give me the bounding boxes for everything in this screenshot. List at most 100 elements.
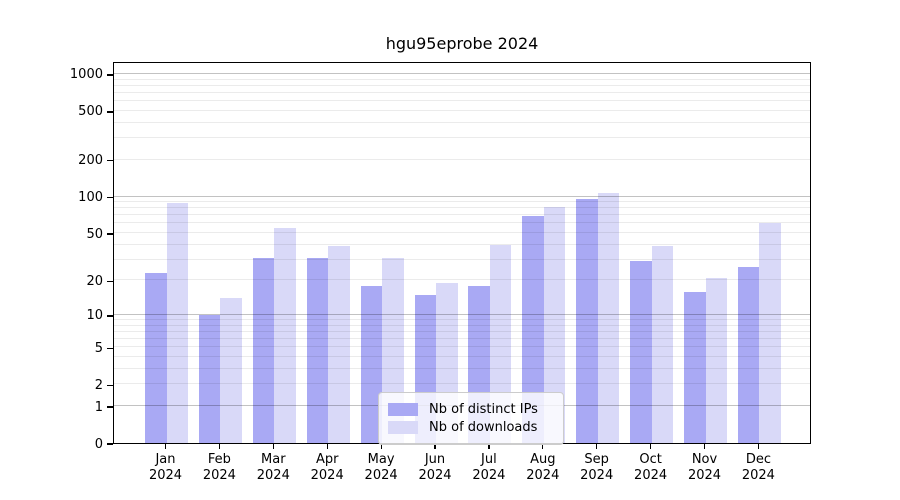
bar-downloads-oct [651, 245, 674, 443]
x-tick-label-jul: Jul 2024 [472, 452, 506, 483]
x-tick-dec [757, 444, 760, 449]
bar-ips-may [360, 285, 383, 443]
bar-ips-jan [145, 273, 167, 443]
minor-gridline-50 [114, 232, 810, 233]
y-tick-label-0: 0 [94, 436, 103, 452]
y-tick-label-10: 10 [86, 308, 103, 324]
legend-item-downloads: Nb of downloads [388, 420, 554, 435]
y-tick-200 [107, 160, 113, 162]
plot-area: Nb of distinct IPs Nb of downloads [113, 62, 811, 445]
bar-downloads-sep [597, 192, 620, 443]
bar-ips-oct [630, 261, 652, 443]
y-tick-label-1000: 1000 [69, 67, 103, 83]
x-tick-label-feb: Feb 2024 [202, 452, 236, 483]
minor-gridline-70 [114, 214, 810, 216]
legend-swatch-distinct-ips [388, 403, 418, 416]
bar-downloads-jan [166, 203, 188, 443]
minor-gridline-8 [114, 324, 810, 326]
y-tick-100 [107, 196, 113, 199]
bar-ips-sep [576, 199, 598, 443]
legend-label-downloads: Nb of downloads [429, 420, 538, 435]
y-tick-label-1: 1 [94, 399, 103, 415]
bar-downloads-feb [220, 298, 242, 443]
y-tick-5 [107, 347, 113, 349]
y-tick-500 [107, 111, 113, 113]
minor-gridline-60 [114, 222, 810, 224]
y-tick-label-100: 100 [78, 190, 103, 205]
bar-downloads-nov [705, 277, 727, 443]
x-tick-oct [649, 444, 652, 449]
major-gridline-1000 [114, 72, 810, 74]
gridlines-layer [114, 63, 810, 443]
legend-swatch-downloads [388, 421, 418, 434]
minor-gridline-90 [114, 201, 810, 202]
minor-gridline-20 [114, 279, 810, 281]
x-tick-label-may: May 2024 [364, 452, 398, 483]
minor-gridline-4 [114, 356, 810, 357]
x-tick-feb [218, 444, 221, 449]
major-gridline-10 [114, 313, 810, 315]
minor-gridline-40 [114, 243, 810, 245]
bar-downloads-aug [543, 207, 566, 443]
minor-gridline-800 [114, 84, 810, 86]
x-tick-aug [542, 444, 544, 449]
bar-downloads-dec [759, 223, 781, 443]
y-tick-label-500: 500 [78, 104, 103, 120]
x-tick-label-jan: Jan 2024 [148, 452, 183, 483]
minor-gridline-300 [114, 137, 810, 139]
y-tick-20 [107, 280, 113, 283]
y-tick-1000 [107, 74, 113, 76]
minor-gridline-400 [114, 121, 810, 123]
bar-ips-apr [306, 257, 329, 443]
x-tick-apr [326, 444, 328, 449]
x-tick-label-nov: Nov 2024 [687, 452, 722, 483]
x-tick-label-dec: Dec 2024 [741, 452, 775, 483]
y-tick-0 [107, 443, 113, 445]
minor-gridline-600 [114, 100, 810, 102]
y-tick-label-20: 20 [86, 273, 103, 289]
minor-gridline-3 [114, 367, 810, 369]
x-tick-label-mar: Mar 2024 [256, 452, 290, 483]
x-tick-label-jun: Jun 2024 [418, 452, 452, 483]
x-tick-may [380, 444, 382, 449]
minor-gridline-9 [114, 319, 810, 320]
x-tick-jul [488, 444, 490, 449]
y-tick-label-5: 5 [94, 340, 103, 356]
minor-gridline-7 [114, 330, 810, 332]
bar-ips-mar [252, 257, 275, 443]
minor-gridline-5 [114, 346, 810, 348]
minor-gridline-6 [114, 338, 810, 340]
x-tick-label-oct: Oct 2024 [634, 452, 668, 483]
legend-label-distinct-ips: Nb of distinct IPs [429, 402, 538, 417]
y-tick-1 [107, 406, 113, 408]
x-tick-label-sep: Sep 2024 [580, 452, 614, 483]
bar-ips-feb [198, 314, 221, 443]
x-tick-jun [434, 444, 436, 449]
x-tick-jan [164, 444, 167, 449]
x-tick-label-aug: Aug 2024 [526, 452, 560, 483]
minor-gridline-700 [114, 92, 810, 93]
x-tick-nov [703, 444, 706, 449]
minor-gridline-30 [114, 258, 810, 260]
bar-ips-aug [522, 216, 544, 443]
minor-gridline-200 [114, 158, 810, 160]
bar-ips-dec [737, 266, 760, 443]
legend: Nb of distinct IPs Nb of downloads [378, 392, 564, 445]
legend-item-distinct-ips: Nb of distinct IPs [388, 402, 554, 417]
y-tick-label-200: 200 [78, 153, 103, 169]
y-tick-label-50: 50 [86, 226, 103, 242]
y-tick-50 [107, 233, 113, 235]
y-tick-10 [107, 315, 113, 317]
minor-gridline-2 [114, 383, 810, 385]
minor-gridline-80 [114, 207, 810, 209]
y-tick-label-2: 2 [94, 377, 103, 393]
x-tick-label-apr: Apr 2024 [310, 452, 344, 483]
x-tick-mar [272, 444, 274, 449]
bar-downloads-apr [328, 245, 350, 443]
chart-title: hgu95eprobe 2024 [385, 34, 539, 53]
major-gridline-100 [114, 195, 810, 197]
y-tick-2 [107, 384, 113, 386]
bar-downloads-mar [274, 228, 296, 443]
minor-gridline-900 [114, 78, 810, 80]
